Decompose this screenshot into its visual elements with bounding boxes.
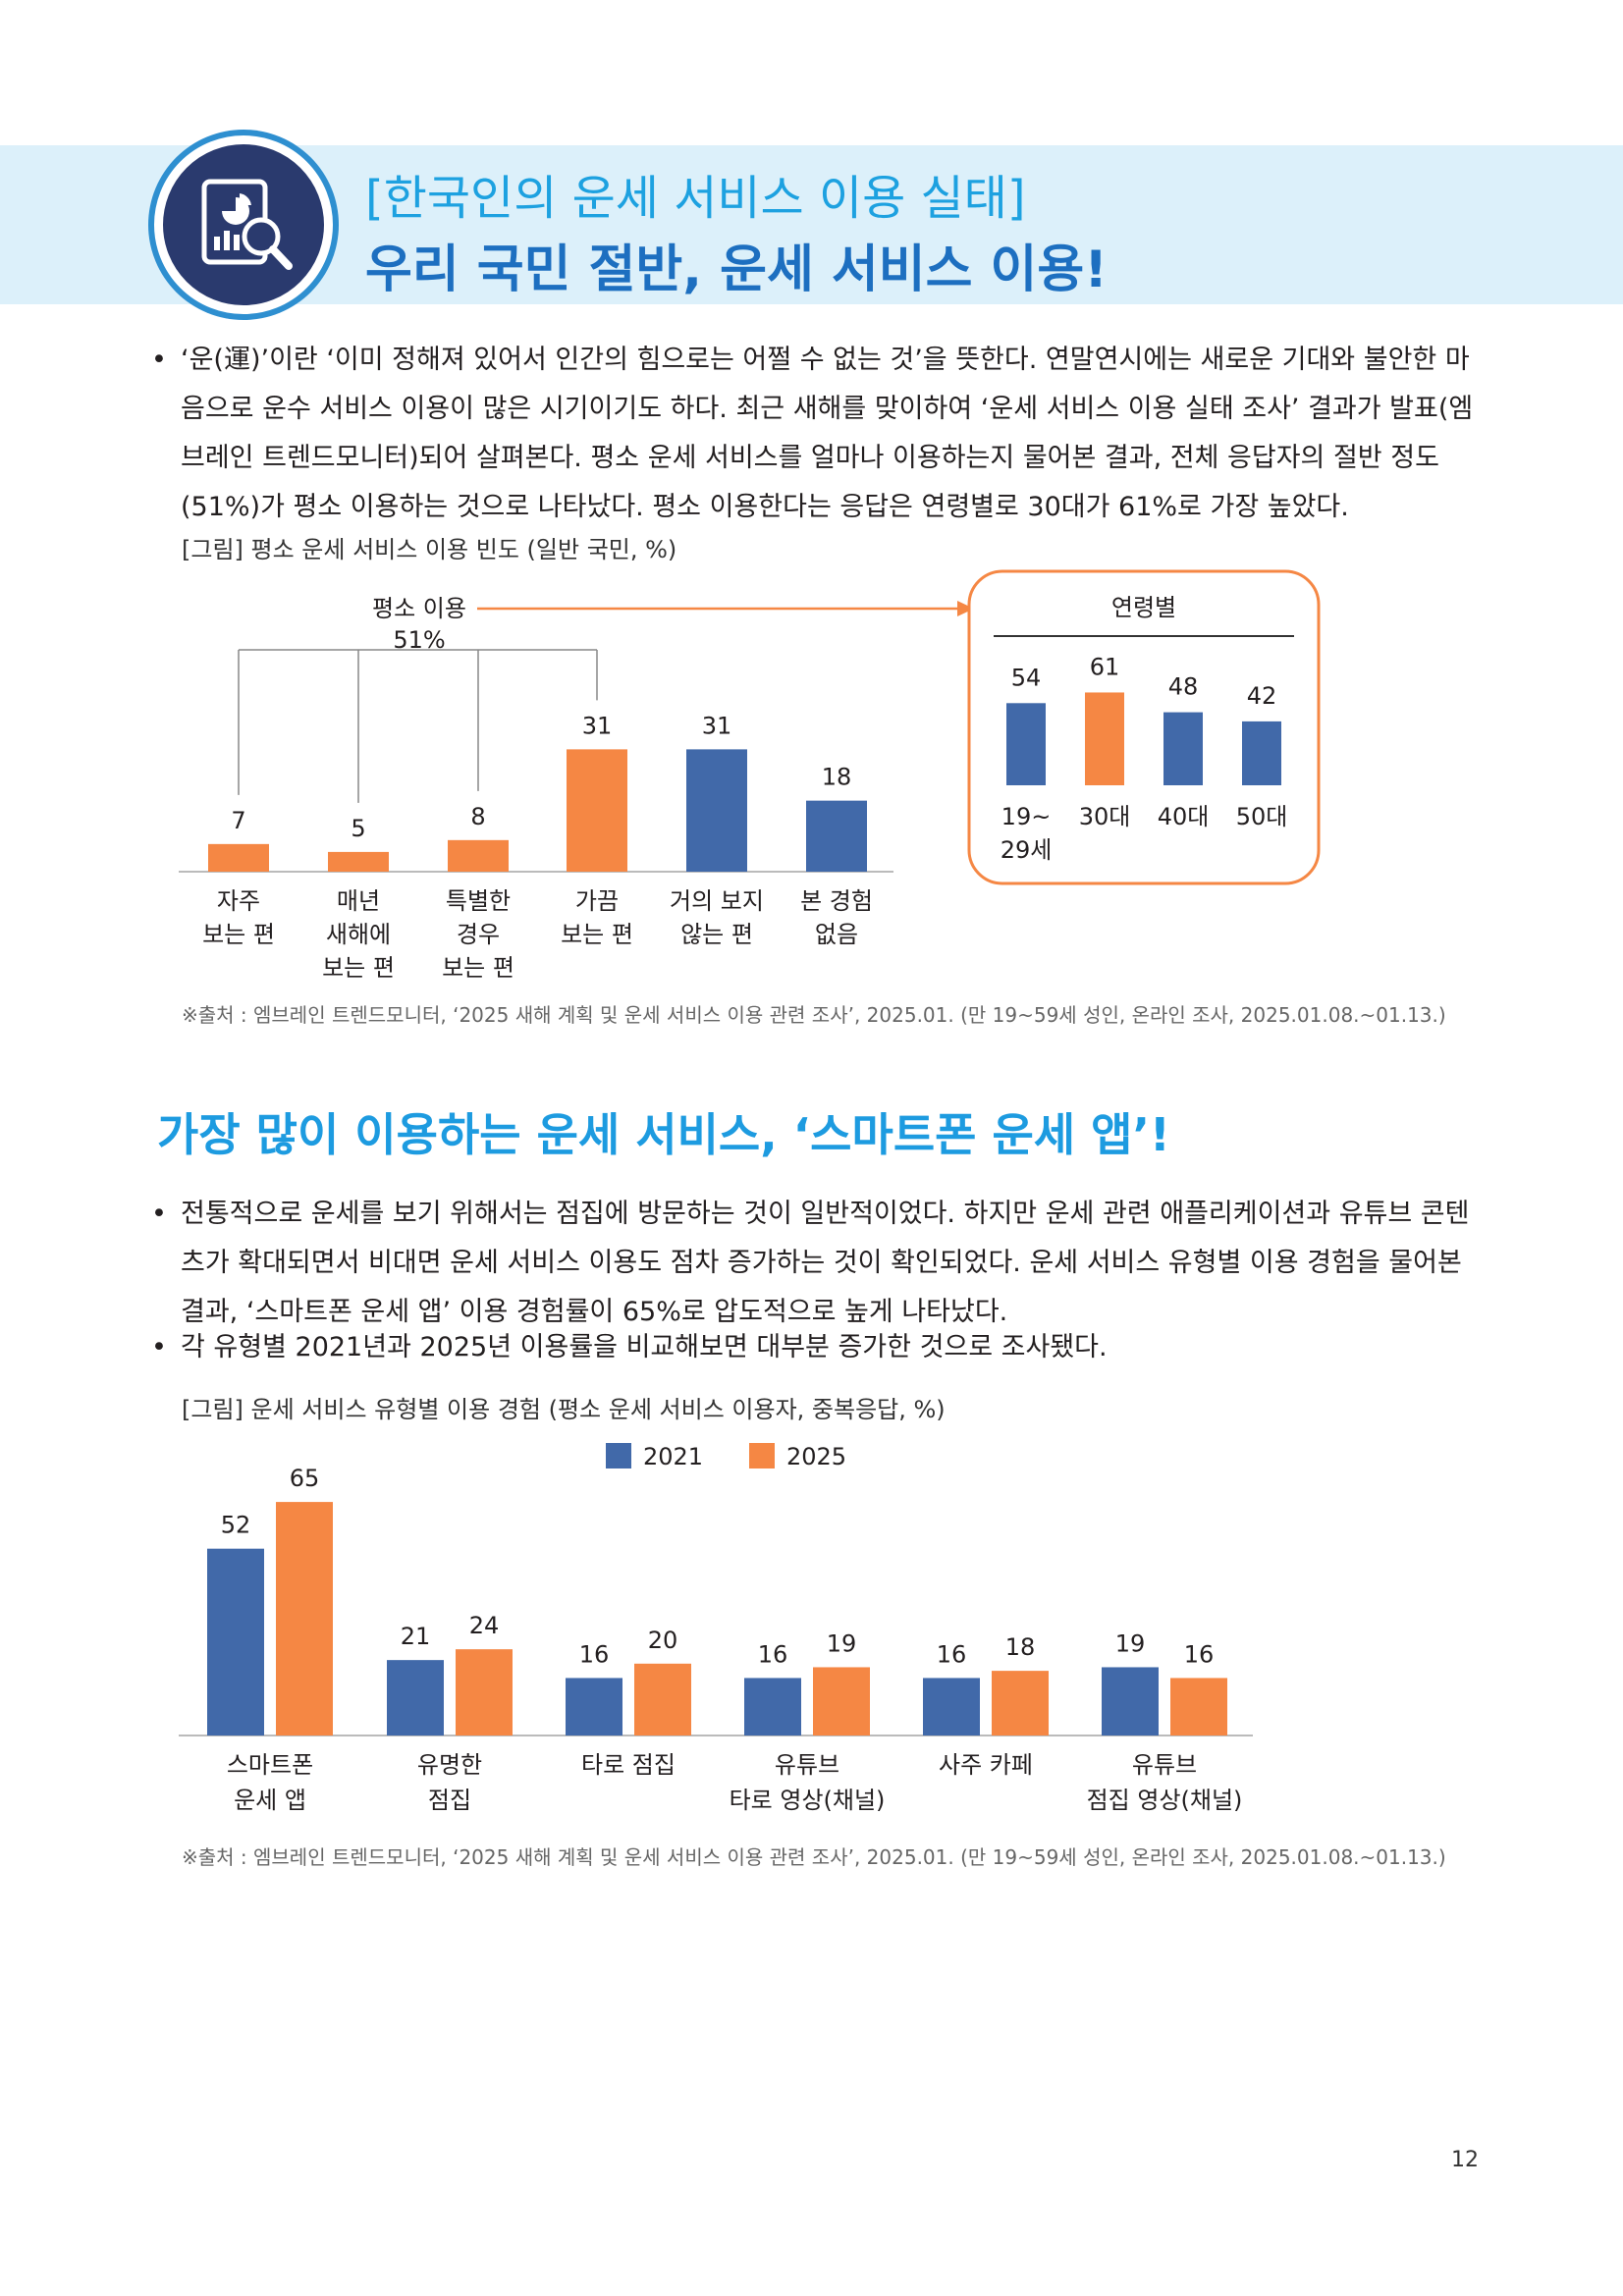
chart2-tick-label: 30대 — [1079, 803, 1131, 830]
chart1-tick-label: 매년 — [337, 887, 380, 915]
chart3-data-label: 16 — [937, 1640, 967, 1668]
chart3-data-label: 16 — [758, 1640, 788, 1668]
chart1-data-label: 8 — [470, 803, 485, 830]
chart3-bar — [992, 1671, 1049, 1735]
chart3-bar — [456, 1649, 513, 1735]
chart1-data-label: 18 — [822, 764, 852, 791]
chart3-tick-label: 점집 영상(채널) — [1087, 1787, 1243, 1814]
chart1-tick-label: 특별한 — [446, 887, 511, 915]
chart1-bar — [448, 839, 509, 872]
chart1-bar — [567, 749, 627, 872]
chart3-data-label: 21 — [401, 1623, 431, 1650]
chart1-tick-label: 보는 편 — [202, 921, 275, 948]
chart1-data-label: 5 — [351, 815, 365, 842]
chart2-bar — [1242, 721, 1281, 785]
header-title-line2: 우리 국민 절반, 운세 서비스 이용! — [365, 240, 1108, 299]
chart1-tick-label: 않는 편 — [680, 921, 753, 948]
chart3-data-label: 19 — [827, 1629, 857, 1657]
chart3-tick-label: 유튜브 — [775, 1751, 839, 1779]
chart3-bar — [923, 1678, 980, 1735]
chart1-data-label: 31 — [582, 712, 613, 739]
chart1-bar — [806, 800, 867, 872]
chart1-bar — [328, 851, 389, 872]
chart3-tick-label: 운세 앱 — [234, 1787, 306, 1814]
chart-magnifier-icon — [154, 135, 333, 314]
chart3-data-label: 52 — [221, 1512, 251, 1539]
chart1-tick-label: 보는 편 — [322, 954, 395, 982]
chart3-bar — [566, 1678, 622, 1735]
chart3-data-label: 65 — [290, 1465, 320, 1492]
chart2-frame — [967, 569, 1321, 885]
chart2-data-label: 42 — [1247, 682, 1277, 710]
chart3-bar — [1102, 1667, 1159, 1735]
chart1-tick-label: 경우 — [457, 921, 500, 948]
chart2-data-label: 48 — [1168, 673, 1199, 701]
chart3-tick-label: 유튜브 — [1132, 1751, 1197, 1779]
figure2-caption: [그림] 운세 서비스 유형별 이용 경험 (평소 운세 서비스 이용자, 중복… — [182, 1396, 946, 1423]
header-title-line1: [한국인의 운세 서비스 이용 실태] — [365, 171, 1026, 226]
chart1-tick-label: 보는 편 — [561, 921, 633, 948]
chart3-bar — [744, 1678, 801, 1735]
chart3-tick-label: 유명한 — [417, 1751, 482, 1779]
chart1-tick-label: 가끔 — [575, 887, 619, 915]
chart3-bar — [207, 1548, 264, 1735]
chart3-data-label: 18 — [1005, 1633, 1036, 1661]
chart1-data-label: 7 — [231, 807, 245, 834]
intro-paragraph: ‘운(運)’이란 ‘이미 정해져 있어서 인간의 힘으로는 어쩔 수 없는 것’… — [147, 336, 1483, 532]
chart3-data-label: 24 — [469, 1612, 500, 1639]
chart1-annotation-label: 평소 이용 — [372, 595, 466, 622]
chart3-bar — [387, 1660, 444, 1735]
chart3-legend-label: 2025 — [786, 1443, 846, 1470]
chart3-tick-label: 점집 — [428, 1787, 471, 1814]
chart3-bar — [276, 1502, 333, 1735]
chart2-bar — [1163, 712, 1203, 785]
chart1-bar — [686, 749, 747, 872]
chart3-bar — [813, 1667, 870, 1735]
chart2-tick-label: 29세 — [1001, 836, 1053, 864]
chart1-tick-label: 없음 — [815, 921, 858, 948]
chart3-tick-label: 타로 영상(채널) — [730, 1787, 886, 1814]
chart3-tick-label: 사주 카페 — [939, 1751, 1033, 1779]
chart3-tick-label: 스마트폰 — [227, 1751, 313, 1779]
chart1-tick-label: 거의 보지 — [670, 887, 764, 915]
chart3-tick-label: 타로 점집 — [581, 1751, 676, 1779]
chart3-data-label: 16 — [1184, 1640, 1215, 1668]
chart2-tick-label: 40대 — [1158, 803, 1210, 830]
chart3-data-label: 16 — [579, 1640, 610, 1668]
chart3-legend-swatch — [606, 1443, 631, 1468]
section2-paragraph1: 전통적으로 운세를 보기 위해서는 점집에 방문하는 것이 일반적이었다. 하지… — [147, 1190, 1483, 1337]
chart2-bar — [1085, 692, 1124, 785]
chart2-data-label: 54 — [1011, 664, 1042, 691]
chart2-bar — [1006, 703, 1046, 785]
page-number: 12 — [1451, 2148, 1479, 2172]
chart1-bar — [208, 843, 269, 872]
figure1-source: ※출처 : 엠브레인 트렌드모니터, ‘2025 새해 계획 및 운세 서비스 … — [182, 1003, 1446, 1027]
chart3-bar — [1170, 1678, 1227, 1735]
section2-title: 가장 많이 이용하는 운세 서비스, ‘스마트폰 운세 앱’! — [157, 1108, 1170, 1161]
chart2-tick-label: 50대 — [1236, 803, 1288, 830]
figure2-source: ※출처 : 엠브레인 트렌드모니터, ‘2025 새해 계획 및 운세 서비스 … — [182, 1845, 1446, 1869]
section2-paragraph2: 각 유형별 2021년과 2025년 이용률을 비교해보면 대부분 증가한 것으… — [147, 1323, 1483, 1372]
chart1-tick-label: 보는 편 — [442, 954, 514, 982]
chart1-annotation-value: 51% — [393, 626, 445, 654]
figure1-caption: [그림] 평소 운세 서비스 이용 빈도 (일반 국민, %) — [182, 536, 677, 563]
chart2-title: 연령별 — [1111, 594, 1176, 621]
chart2-tick-label: 19~ — [1001, 803, 1052, 830]
chart3-legend-swatch — [749, 1443, 775, 1468]
chart1-tick-label: 자주 — [217, 887, 260, 915]
chart3-data-label: 20 — [648, 1627, 678, 1654]
chart3-data-label: 19 — [1115, 1629, 1146, 1657]
chart1-data-label: 31 — [702, 712, 732, 739]
chart1-arrow-head — [957, 601, 974, 616]
chart1-tick-label: 새해에 — [326, 921, 391, 948]
chart3-legend-label: 2021 — [643, 1443, 703, 1470]
chart3-bar — [634, 1663, 691, 1735]
chart1-tick-label: 본 경험 — [800, 887, 873, 915]
chart2-data-label: 61 — [1090, 653, 1120, 680]
